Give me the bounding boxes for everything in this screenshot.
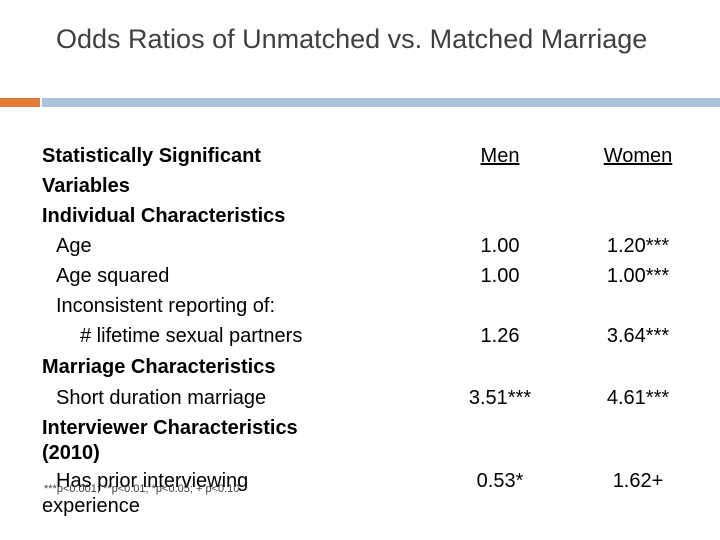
row-label: Inconsistent reporting of: — [56, 295, 276, 317]
women-value: 4.61*** — [606, 387, 670, 409]
women-value: 1.00*** — [606, 265, 670, 287]
section-label: Individual Characteristics — [42, 205, 286, 227]
women-value: 1.62+ — [612, 470, 664, 492]
men-value: 1.00 — [480, 265, 520, 287]
header-women: Women — [603, 145, 673, 167]
row-label: experience — [42, 495, 140, 517]
men-value: 0.53* — [476, 470, 524, 492]
row-label: Age — [56, 235, 92, 257]
section-label: Marriage Characteristics — [42, 356, 276, 378]
men-value: 1.00 — [480, 235, 520, 257]
header-variables-label: Statistically Significant — [42, 145, 261, 167]
slide-title: Odds Ratios of Unmatched vs. Matched Mar… — [56, 24, 648, 54]
women-value: 3.64*** — [606, 325, 670, 347]
significance-footnote: ***p<0.001; **p<0.01; *p<0.05; + p<0.10 — [44, 483, 240, 495]
header-variables-label-2: Variables — [42, 175, 130, 197]
title-accent-bar — [0, 98, 40, 107]
section-label: Interviewer Characteristics — [42, 417, 298, 439]
header-men: Men — [480, 145, 520, 167]
women-value: 1.20*** — [606, 235, 670, 257]
section-label: (2010) — [42, 442, 100, 464]
men-value: 1.26 — [480, 325, 520, 347]
row-label: # lifetime sexual partners — [80, 325, 303, 347]
title-divider-bar — [42, 98, 720, 107]
men-value: 3.51*** — [468, 387, 532, 409]
row-label: Has prior interviewing — [56, 470, 249, 492]
row-label: Short duration marriage — [56, 387, 267, 409]
row-label: Age squared — [56, 265, 170, 287]
